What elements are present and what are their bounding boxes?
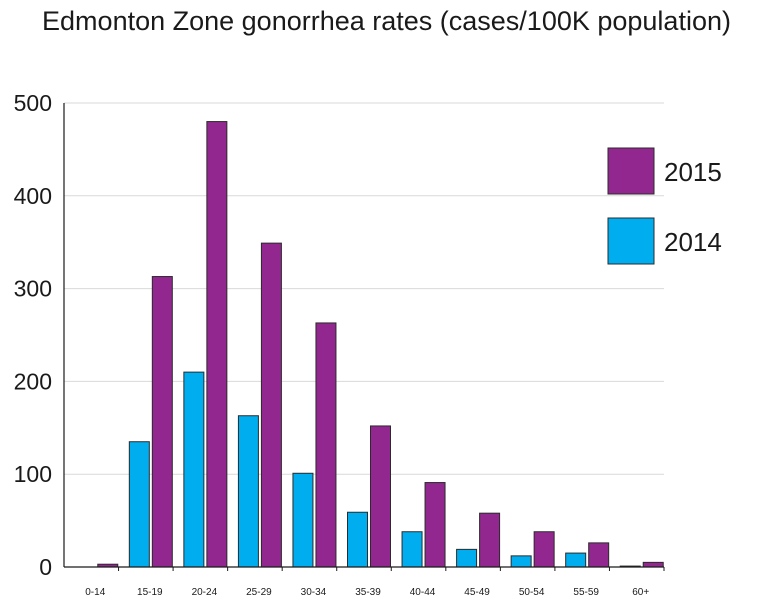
x-tick-label: 35-39 <box>355 587 381 598</box>
chart-title: Edmonton Zone gonorrhea rates (cases/100… <box>42 6 731 36</box>
bar-2015-45-49 <box>479 512 501 568</box>
bar-2015-35-39 <box>370 425 391 568</box>
x-tick-label: 60+ <box>632 587 649 598</box>
bar-2014-55-59 <box>565 552 587 568</box>
y-tick-label: 500 <box>14 90 52 116</box>
y-tick-labels: 0 100 200 300 400 500 <box>14 90 52 580</box>
bar-2015-25-29 <box>260 242 282 568</box>
bar-2015-20-24 <box>206 121 228 568</box>
x-tick-label: 45-49 <box>464 587 490 598</box>
x-tick-label: 50-54 <box>519 587 545 598</box>
bar-2014-40-44 <box>401 531 423 568</box>
bar-2015-30-34 <box>315 322 337 568</box>
x-tick-label: 40-44 <box>410 587 436 598</box>
bar-2014-30-34 <box>292 472 314 568</box>
y-tick-label: 0 <box>39 554 52 580</box>
y-tick-label: 400 <box>14 183 52 209</box>
legend-swatch-2015 <box>607 147 655 195</box>
x-tick-label: 30-34 <box>301 587 327 598</box>
legend-label-2014: 2014 <box>664 227 722 257</box>
x-tick-label: 15-19 <box>137 587 163 598</box>
bar-2014-45-49 <box>456 548 478 568</box>
y-tick-label: 300 <box>14 276 52 302</box>
bar-2015-40-44 <box>424 482 446 568</box>
y-tick-label: 100 <box>14 461 52 487</box>
y-tick-label: 200 <box>14 368 52 394</box>
axes <box>63 103 665 571</box>
x-tick-label: 25-29 <box>246 587 272 598</box>
legend: 2015 2014 <box>607 147 722 265</box>
bar-2015-60+ <box>642 561 664 568</box>
bar-2014-50-54 <box>510 555 532 568</box>
bar-2014-15-19 <box>128 441 150 568</box>
legend-swatch-2014 <box>607 217 655 265</box>
bar-2014-35-39 <box>347 511 368 568</box>
bar-2014-20-24 <box>183 371 205 568</box>
x-tick-label: 20-24 <box>192 587 218 598</box>
bar-2015-15-19 <box>151 276 173 568</box>
bars <box>97 121 664 568</box>
bar-2015-50-54 <box>533 531 555 568</box>
bar-2014-25-29 <box>237 415 259 568</box>
x-tick-labels: 0-14 15-19 20-24 25-29 30-34 35-39 40-44 45-49 5… <box>85 587 649 598</box>
x-tick-label: 0-14 <box>85 587 105 598</box>
bar-2015-55-59 <box>588 542 610 568</box>
x-tick-label: 55-59 <box>573 587 599 598</box>
legend-label-2015: 2015 <box>664 157 722 187</box>
